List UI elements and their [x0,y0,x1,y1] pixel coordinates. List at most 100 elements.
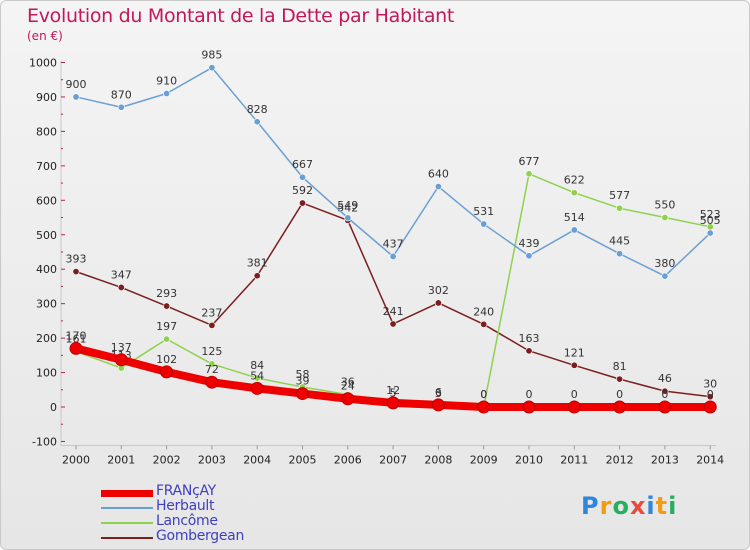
x-tick-label: 2010 [515,453,543,466]
data-point [298,173,306,181]
data-point [296,387,309,401]
x-tick-label: 2013 [651,453,679,466]
data-label: 24 [341,380,355,393]
data-label: 381 [247,257,268,270]
data-point [117,283,125,291]
data-label: 30 [703,378,717,391]
data-label: 531 [473,205,494,218]
y-tick-label: 100 [36,367,57,380]
data-label: 667 [292,158,313,171]
data-label: 0 [571,388,578,401]
data-point [117,103,125,111]
data-point [341,392,355,406]
data-point [661,272,669,280]
data-label: 39 [296,375,310,388]
data-point [389,252,397,260]
data-label: 523 [700,208,721,221]
logo-letter: r [599,492,613,520]
data-point [480,320,488,328]
y-tick-label: 600 [36,194,57,207]
data-label: 137 [111,341,132,354]
proxiti-logo: Proxiti [581,492,677,520]
data-label: 240 [473,305,494,318]
y-tick-label: -100 [32,435,57,448]
y-tick-label: 800 [36,125,57,138]
data-label: 302 [428,284,449,297]
data-point [616,204,624,212]
logo-letter: i [668,492,678,520]
data-label: 0 [480,388,487,401]
data-label: 437 [383,237,404,250]
data-label: 58 [296,368,310,381]
data-point [69,341,83,355]
data-point [434,299,442,307]
data-label: 293 [156,287,177,300]
data-label: 170 [66,329,87,342]
data-label: 393 [66,253,87,266]
logo-letter: P [581,492,600,520]
data-point [522,400,536,414]
data-point [570,189,578,197]
data-point [253,118,261,126]
data-point [706,393,714,401]
legend-label: Lancôme [156,513,218,529]
data-point [616,375,624,383]
chart-unit: (en €) [27,29,63,43]
data-label: 3 [435,387,442,400]
x-tick-label: 2009 [470,453,498,466]
y-tick-label: 300 [36,298,57,311]
data-label: 542 [337,201,358,214]
data-label: 72 [205,363,219,376]
data-label: 161 [66,333,87,346]
data-label: 0 [616,388,623,401]
chart-title: Evolution du Montant de la Dette par Hab… [27,5,455,27]
data-label: 81 [613,360,627,373]
data-label: 84 [250,359,264,372]
data-point [658,400,672,414]
data-label: 900 [66,78,87,91]
data-point [344,214,352,222]
data-label: 380 [654,257,675,270]
data-label: 102 [156,353,177,366]
x-tick-label: 2000 [62,453,90,466]
data-point [525,347,533,355]
data-label: 870 [111,88,132,101]
legend-label: Herbault [156,498,215,514]
x-tick-label: 2012 [606,453,634,466]
legend-swatch [101,489,153,497]
data-label: 5 [390,386,397,399]
data-point [661,214,669,222]
data-label: 347 [111,268,132,281]
legend-swatch [101,507,153,509]
data-label: 985 [201,49,222,62]
data-label: 0 [526,388,533,401]
data-label: 237 [201,306,222,319]
data-label: 577 [609,189,630,202]
data-point [525,252,533,260]
data-label: 445 [609,235,630,248]
data-label: 828 [247,103,268,116]
logo-letter: i [646,492,656,520]
data-point [208,360,216,368]
y-tick-label: 200 [36,332,57,345]
data-point [616,250,624,258]
legend-label: FRANçAY [156,483,216,499]
data-point [208,64,216,72]
data-point [386,396,400,410]
data-label: 640 [428,168,449,181]
data-point [114,353,128,367]
data-label: 121 [564,346,585,359]
y-tick-label: 700 [36,160,57,173]
data-label: 910 [156,75,177,88]
data-label: 592 [292,184,313,197]
data-point [480,220,488,228]
data-point [661,387,669,395]
series-fran-ay: 170 137 102 72 54 39 24 12 6 0 0 0 0 0 0 [66,329,717,414]
legend-label: Gombergean [156,528,245,544]
data-point [253,374,261,382]
data-point [298,199,306,207]
data-point [163,302,171,310]
y-tick-label: 900 [36,91,57,104]
data-label: 439 [519,237,540,250]
